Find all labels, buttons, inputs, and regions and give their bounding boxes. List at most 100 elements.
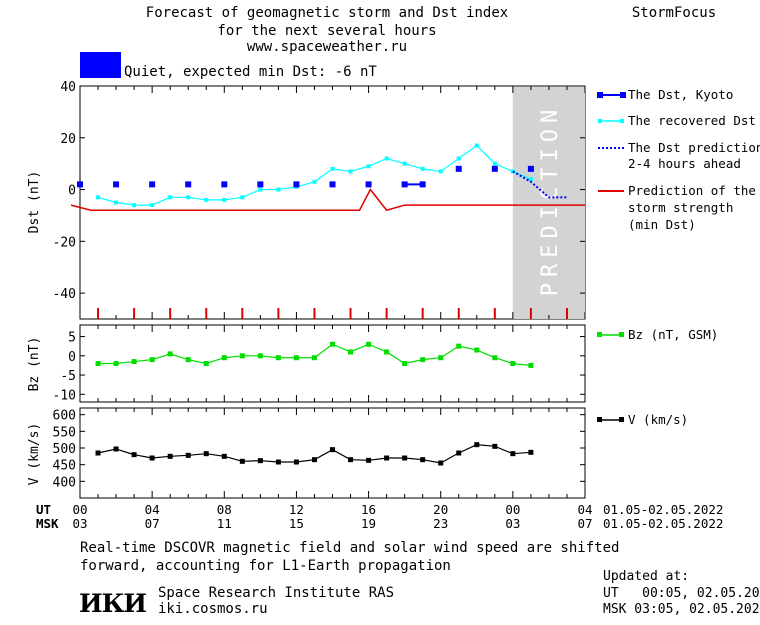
speed-point-14 <box>348 457 354 463</box>
recovered-dst-point-6 <box>204 197 209 202</box>
speed-point-17 <box>402 455 408 461</box>
msk-tick-label-6: 03 <box>505 516 520 531</box>
ytick-label-dst-0: 40 <box>60 80 76 95</box>
ytick-label-speed-2: 500 <box>53 442 76 457</box>
bz-point-12 <box>311 355 317 361</box>
recovered-dst-point-10 <box>276 187 281 192</box>
ut-tick-label-6: 00 <box>505 502 520 517</box>
kyoto-dst-point-1 <box>113 181 120 188</box>
bz-point-9 <box>257 353 263 359</box>
title-line-3: www.spaceweather.ru <box>247 39 407 55</box>
footer-note-line-1: Real-time DSCOVR magnetic field and sola… <box>80 540 619 556</box>
bz-point-5 <box>185 357 191 363</box>
ytick-label-bz-2: -5 <box>60 369 76 384</box>
recovered-dst-point-17 <box>402 161 407 166</box>
legend-kyoto-marker-a <box>597 92 603 98</box>
speed-point-13 <box>330 447 335 453</box>
speed-point-0 <box>95 450 101 456</box>
speed-point-9 <box>257 458 263 464</box>
recovered-dst-point-5 <box>186 195 191 200</box>
kyoto-dst-point-2 <box>149 181 156 188</box>
bz-point-1 <box>113 361 119 366</box>
legend-speed-label: V (km/s) <box>628 412 688 427</box>
prediction-band <box>512 87 585 319</box>
bz-point-20 <box>456 343 462 349</box>
recovered-dst-point-8 <box>240 195 245 200</box>
legend-kyoto-marker-b <box>620 92 626 98</box>
ut-tick-label-0: 00 <box>72 502 87 517</box>
ytick-label-bz-3: -10 <box>53 388 76 403</box>
legend-recovered-marker-a <box>598 119 602 123</box>
msk-tick-label-7: 07 <box>577 516 592 531</box>
institute-name[interactable]: Space Research Institute RAS <box>158 585 394 601</box>
speed-point-16 <box>384 455 390 461</box>
recovered-dst-point-20 <box>456 156 461 161</box>
kyoto-dst-point-5 <box>257 181 264 188</box>
ytick-label-dst-4: -40 <box>53 287 76 302</box>
speed-point-8 <box>239 458 245 464</box>
ytick-label-dst-2: 0 <box>68 184 76 199</box>
ytick-label-dst-1: 20 <box>60 132 76 147</box>
speed-point-7 <box>221 453 227 459</box>
kyoto-dst-point-8 <box>365 181 372 188</box>
recovered-dst-point-1 <box>114 200 119 205</box>
bz-point-3 <box>149 357 155 363</box>
brand-name: StormFocus <box>632 5 716 21</box>
msk-tick-label-2: 11 <box>217 516 232 531</box>
kyoto-dst-point-9 <box>401 181 408 188</box>
bz-line <box>98 343 531 367</box>
speed-point-22 <box>492 443 498 449</box>
bz-point-13 <box>330 341 335 347</box>
bz-ylabel: Bz (nT) <box>27 337 42 392</box>
speed-point-18 <box>420 457 426 463</box>
ytick-label-speed-0: 600 <box>53 409 76 424</box>
speed-point-1 <box>113 446 119 452</box>
msk-tick-label-3: 15 <box>289 516 304 531</box>
ytick-label-dst-3: -20 <box>53 235 76 250</box>
msk-tick-label-5: 23 <box>433 516 448 531</box>
kyoto-dst-point-11 <box>455 165 462 172</box>
bz-point-18 <box>420 357 426 363</box>
speed-ylabel: V (km/s) <box>27 423 42 486</box>
msk-axis-label: MSK <box>36 516 59 531</box>
speed-point-15 <box>366 457 372 463</box>
bz-point-0 <box>95 361 101 366</box>
bz-point-19 <box>438 355 444 361</box>
speed-point-4 <box>167 453 173 459</box>
speed-point-12 <box>311 457 317 463</box>
speed-point-24 <box>528 449 534 455</box>
updated-msk: MSK 03:05, 02.05.2022 <box>603 602 760 617</box>
legend-recovered-label: The recovered Dst <box>628 113 756 128</box>
institute-website[interactable]: iki.cosmos.ru <box>158 601 268 617</box>
legend-speed-marker-a <box>597 417 602 422</box>
speed-point-2 <box>131 452 137 458</box>
recovered-dst-point-12 <box>312 179 317 184</box>
bz-point-15 <box>366 341 372 347</box>
title-line-2: for the next several hours <box>217 23 436 39</box>
kyoto-dst-point-7 <box>329 181 336 188</box>
speed-point-23 <box>510 451 516 457</box>
header: Forecast of geomagnetic storm and Dst in… <box>80 5 716 80</box>
ut-tick-label-3: 12 <box>289 502 304 517</box>
bz-point-21 <box>474 347 480 353</box>
legend-recovered-marker-b <box>620 119 624 123</box>
kyoto-dst-point-6 <box>293 181 300 188</box>
msk-tick-label-0: 03 <box>72 516 87 531</box>
prediction-label: PREDICTION <box>538 104 563 296</box>
recovered-dst-point-22 <box>492 161 497 166</box>
legend-prediction-line2: 2-4 hours ahead <box>628 156 741 171</box>
ytick-label-bz-1: 0 <box>68 350 76 365</box>
bz-point-24 <box>528 362 534 368</box>
legend-storm-line1: Prediction of the <box>628 183 756 198</box>
recovered-dst-line <box>97 144 532 206</box>
ut-axis-label: UT <box>36 502 51 517</box>
kyoto-dst-point-13 <box>527 165 534 172</box>
bz-point-14 <box>348 349 354 355</box>
bz-point-2 <box>131 359 137 365</box>
status-text: Quiet, expected min Dst: -6 nT <box>124 64 377 80</box>
legend-storm-line3: (min Dst) <box>628 217 696 232</box>
ut-tick-label-7: 04 <box>577 502 592 517</box>
legend: The Dst, Kyoto The recovered Dst The Dst… <box>597 87 760 427</box>
